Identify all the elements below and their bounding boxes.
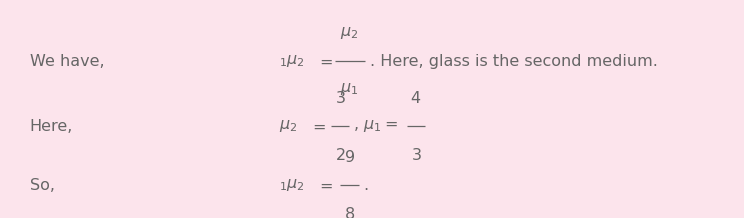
Text: $3$: $3$: [335, 90, 345, 106]
Text: $9$: $9$: [344, 149, 355, 165]
Text: $2$: $2$: [335, 147, 345, 163]
Text: $4$: $4$: [410, 90, 422, 106]
Text: So,: So,: [30, 178, 55, 193]
Text: $=$: $=$: [316, 178, 333, 193]
Text: $.$: $.$: [363, 178, 368, 193]
Text: $\mu_2$: $\mu_2$: [341, 25, 359, 41]
Text: $,\,\mu_1 =$: $,\,\mu_1 =$: [353, 118, 399, 135]
Text: $_1\mu_2$: $_1\mu_2$: [279, 177, 305, 193]
Text: $=$: $=$: [316, 54, 333, 68]
Text: $3$: $3$: [411, 147, 421, 163]
Text: $\mu_2$: $\mu_2$: [279, 118, 298, 135]
Text: We have,: We have,: [30, 54, 104, 68]
Text: . Here, glass is the second medium.: . Here, glass is the second medium.: [370, 54, 658, 68]
Text: $8$: $8$: [344, 206, 355, 218]
Text: $=$: $=$: [309, 119, 326, 134]
Text: Here,: Here,: [30, 119, 73, 134]
Text: $\mu_1$: $\mu_1$: [341, 81, 359, 97]
Text: $_1\mu_2$: $_1\mu_2$: [279, 53, 305, 69]
